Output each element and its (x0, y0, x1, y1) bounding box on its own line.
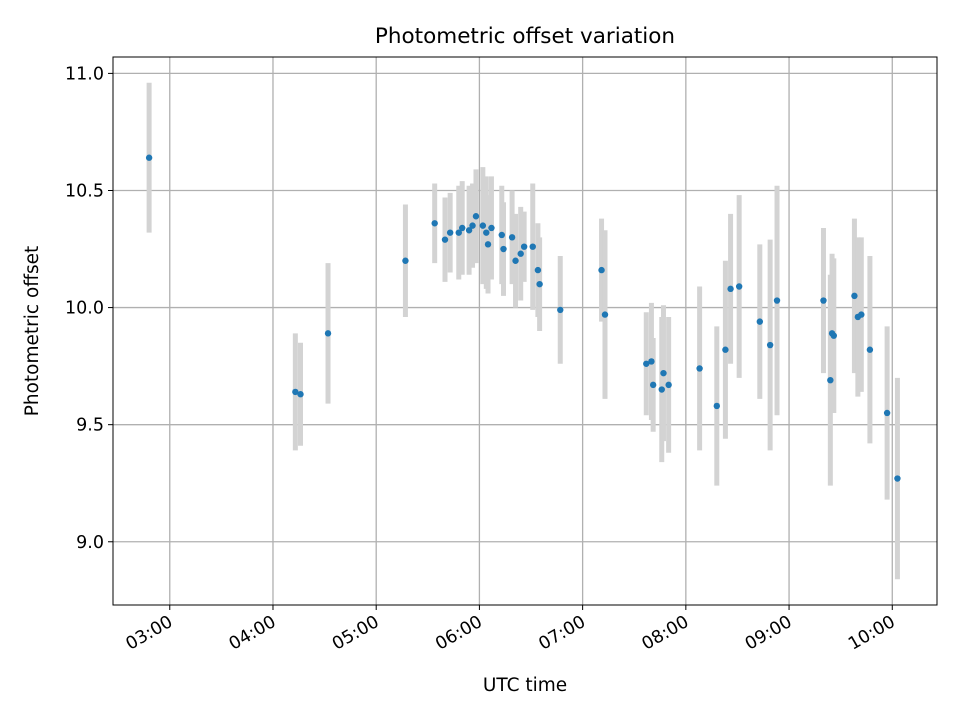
data-point (512, 257, 519, 264)
data-point (508, 234, 516, 241)
data-point (500, 245, 507, 253)
data-point (431, 220, 438, 227)
data-point (488, 224, 495, 232)
y-tick-label: 11.0 (65, 64, 104, 84)
data-point (324, 330, 332, 337)
data-point (756, 318, 764, 325)
data-point (866, 346, 874, 353)
data-point (446, 229, 454, 236)
data-point (472, 213, 480, 220)
data-point (459, 224, 466, 232)
data-point (696, 365, 703, 372)
plot-frame (112, 56, 938, 606)
data-point (773, 297, 781, 304)
data-point (722, 346, 729, 353)
x-axis-label: UTC time (483, 675, 567, 696)
data-point (883, 409, 891, 417)
data-point (894, 475, 901, 482)
y-axis-label: Photometric offset (22, 246, 43, 417)
data-point (727, 285, 734, 293)
data-point (648, 358, 655, 365)
data-points (145, 154, 901, 482)
data-point (660, 369, 667, 377)
data-point (820, 297, 827, 304)
data-point (827, 376, 834, 384)
data-point (601, 311, 609, 318)
data-point (851, 292, 858, 300)
grid (113, 57, 937, 605)
data-point (469, 222, 476, 229)
data-point (465, 227, 473, 234)
data-point (529, 243, 536, 250)
data-point (520, 243, 528, 250)
data-point (643, 360, 650, 367)
y-tick-label: 10.0 (65, 299, 104, 319)
data-point (145, 154, 153, 161)
data-point (536, 280, 543, 288)
data-point (455, 229, 462, 236)
data-point (557, 306, 564, 314)
chart-title: Photometric offset variation (375, 24, 675, 49)
data-point (517, 250, 524, 257)
data-point (665, 381, 672, 389)
y-tick-label: 10.5 (65, 181, 104, 201)
data-point (498, 231, 505, 239)
data-point (484, 241, 492, 248)
data-point (766, 341, 774, 349)
data-point (441, 236, 449, 243)
data-point (649, 381, 657, 389)
data-point (713, 402, 721, 410)
y-tick-label: 9.0 (76, 533, 104, 553)
data-point (292, 388, 299, 396)
data-point (479, 222, 487, 229)
data-point (735, 283, 743, 290)
data-point (297, 391, 304, 398)
data-point (402, 257, 409, 264)
data-point (858, 311, 865, 318)
y-tick-label: 9.5 (76, 416, 104, 436)
data-point (658, 386, 665, 393)
data-point (830, 332, 837, 339)
data-point (483, 229, 490, 236)
data-point (534, 266, 542, 274)
data-point (598, 266, 605, 274)
